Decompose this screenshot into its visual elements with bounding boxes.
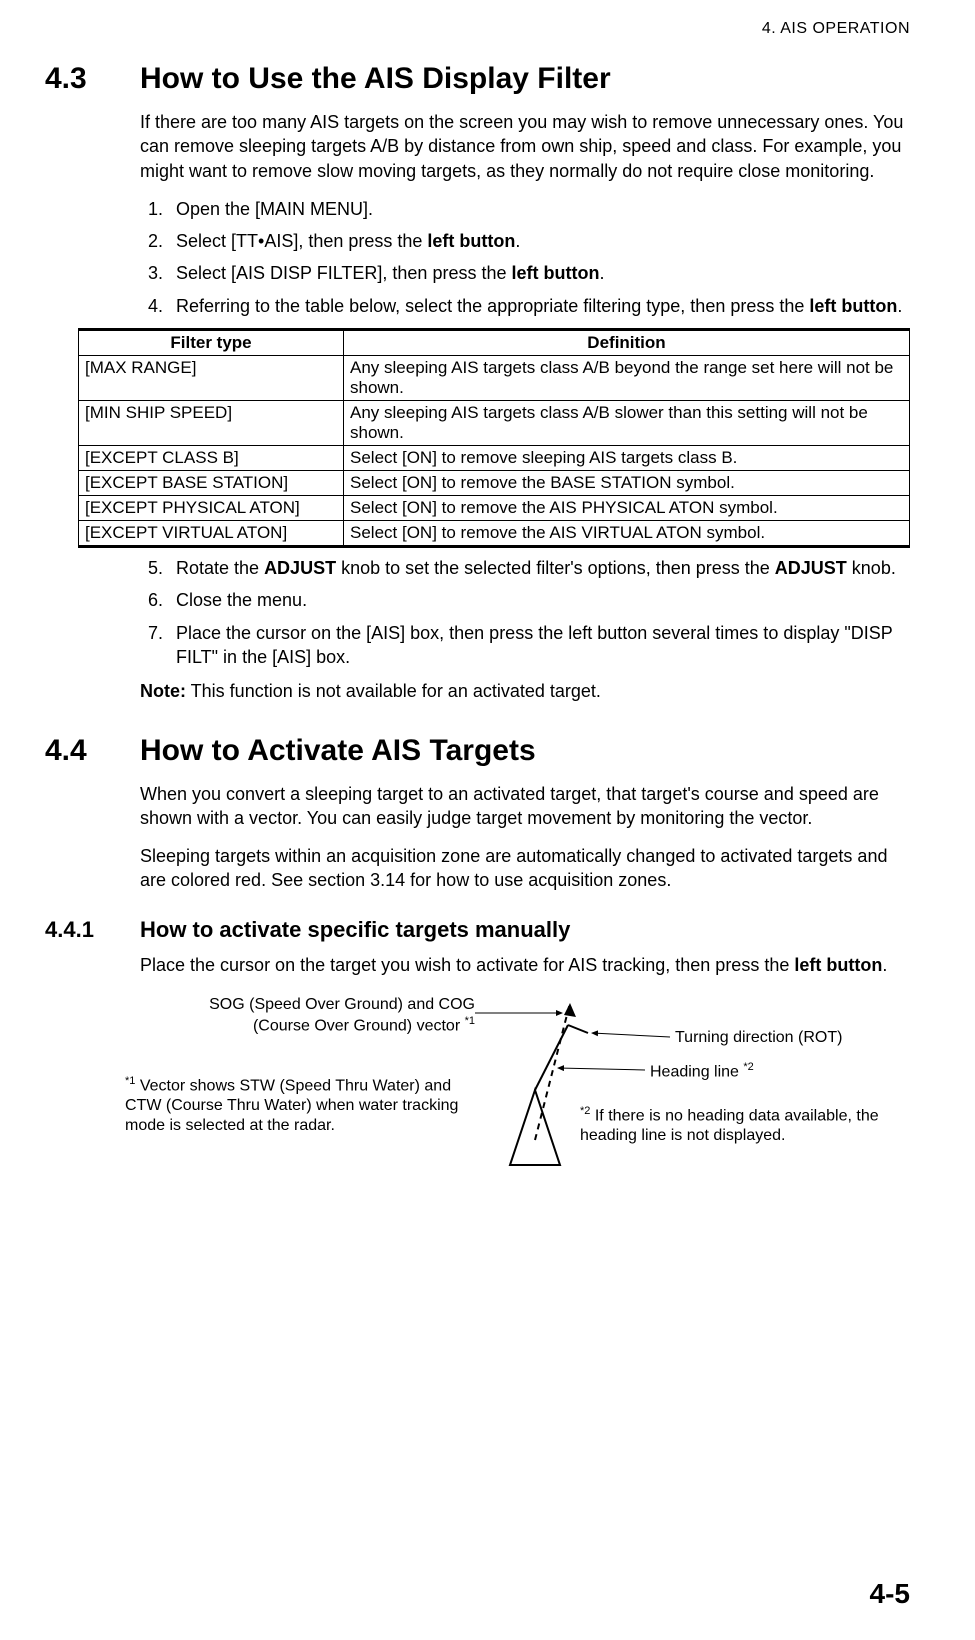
text: (Course Over Ground) vector bbox=[253, 1017, 465, 1034]
bold: ADJUST bbox=[264, 558, 336, 578]
fig-footnote-1: *1 Vector shows STW (Speed Thru Water) a… bbox=[125, 1075, 460, 1136]
note: Note: This function is not available for… bbox=[140, 679, 910, 703]
section-title: How to Activate AIS Targets bbox=[140, 734, 536, 768]
section-4-3-heading: 4.3 How to Use the AIS Display Filter bbox=[45, 62, 910, 96]
subsection-4-4-1-body: Place the cursor on the target you wish … bbox=[140, 953, 910, 1195]
cell: [EXCEPT PHYSICAL ATON] bbox=[79, 496, 344, 521]
text: Rotate the bbox=[176, 558, 264, 578]
cell: Select [ON] to remove the AIS VIRTUAL AT… bbox=[344, 521, 910, 547]
text: . bbox=[515, 231, 520, 251]
cell: [EXCEPT CLASS B] bbox=[79, 446, 344, 471]
text: Heading line bbox=[650, 1063, 743, 1080]
text: Select [TT•AIS], then press the bbox=[176, 231, 427, 251]
table-row: [EXCEPT CLASS B]Select [ON] to remove sl… bbox=[79, 446, 910, 471]
text: . bbox=[599, 263, 604, 283]
cell: [EXCEPT VIRTUAL ATON] bbox=[79, 521, 344, 547]
cell: [MIN SHIP SPEED] bbox=[79, 401, 344, 446]
subsection-title: How to activate specific targets manuall… bbox=[140, 917, 570, 943]
steps-list-contd: Rotate the ADJUST knob to set the select… bbox=[140, 556, 910, 669]
step-2: Select [TT•AIS], then press the left but… bbox=[168, 229, 910, 253]
filter-table: Filter type Definition [MAX RANGE]Any sl… bbox=[78, 328, 910, 548]
step-3: Select [AIS DISP FILTER], then press the… bbox=[168, 261, 910, 285]
cell: Select [ON] to remove the BASE STATION s… bbox=[344, 471, 910, 496]
section-number: 4.4 bbox=[45, 734, 140, 768]
section-title: How to Use the AIS Display Filter bbox=[140, 62, 611, 96]
fig-label-rot: Turning direction (ROT) bbox=[675, 1028, 842, 1048]
table-row: [MIN SHIP SPEED]Any sleeping AIS targets… bbox=[79, 401, 910, 446]
note-label: Note: bbox=[140, 681, 186, 701]
page: 4. AIS OPERATION 4.3 How to Use the AIS … bbox=[0, 0, 975, 1640]
superscript: *2 bbox=[580, 1105, 590, 1117]
table-row: [EXCEPT PHYSICAL ATON]Select [ON] to rem… bbox=[79, 496, 910, 521]
text: Vector shows STW (Speed Thru Water) and … bbox=[125, 1077, 458, 1134]
text: knob. bbox=[847, 558, 896, 578]
table-row: [EXCEPT VIRTUAL ATON]Select [ON] to remo… bbox=[79, 521, 910, 547]
text: Place the cursor on the target you wish … bbox=[140, 955, 794, 975]
text: Select [AIS DISP FILTER], then press the bbox=[176, 263, 511, 283]
section-4-4-heading: 4.4 How to Activate AIS Targets bbox=[45, 734, 910, 768]
text: SOG (Speed Over Ground) and COG bbox=[209, 996, 475, 1013]
cell: Select [ON] to remove the AIS PHYSICAL A… bbox=[344, 496, 910, 521]
table-row: [EXCEPT BASE STATION]Select [ON] to remo… bbox=[79, 471, 910, 496]
section-4-3-body: If there are too many AIS targets on the… bbox=[140, 110, 910, 704]
paragraph: Sleeping targets within an acquisition z… bbox=[140, 844, 910, 893]
running-head: 4. AIS OPERATION bbox=[45, 20, 910, 38]
step-5: Rotate the ADJUST knob to set the select… bbox=[168, 556, 910, 580]
fig-footnote-2: *2 If there is no heading data available… bbox=[580, 1105, 910, 1146]
superscript: *1 bbox=[465, 1015, 475, 1027]
superscript: *1 bbox=[125, 1075, 135, 1087]
text: . bbox=[897, 296, 902, 316]
fig-label-heading: Heading line *2 bbox=[650, 1061, 754, 1082]
table-row: [MAX RANGE]Any sleeping AIS targets clas… bbox=[79, 356, 910, 401]
table-header-row: Filter type Definition bbox=[79, 330, 910, 356]
subsection-number: 4.4.1 bbox=[45, 917, 140, 943]
step-1: Open the [MAIN MENU]. bbox=[168, 197, 910, 221]
ais-target-figure: SOG (Speed Over Ground) and COG (Course … bbox=[140, 995, 910, 1195]
bold: ADJUST bbox=[775, 558, 847, 578]
paragraph: Place the cursor on the target you wish … bbox=[140, 953, 910, 977]
page-number: 4-5 bbox=[870, 1578, 910, 1610]
subsection-4-4-1-heading: 4.4.1 How to activate specific targets m… bbox=[45, 917, 910, 943]
bold: left button bbox=[511, 263, 599, 283]
cell: Any sleeping AIS targets class A/B beyon… bbox=[344, 356, 910, 401]
paragraph: When you convert a sleeping target to an… bbox=[140, 782, 910, 831]
superscript: *2 bbox=[743, 1061, 753, 1073]
step-7: Place the cursor on the [AIS] box, then … bbox=[168, 621, 910, 670]
intro-paragraph: If there are too many AIS targets on the… bbox=[140, 110, 910, 183]
col-definition: Definition bbox=[344, 330, 910, 356]
bold: left button bbox=[794, 955, 882, 975]
fig-label-sog-cog: SOG (Speed Over Ground) and COG (Course … bbox=[175, 995, 475, 1036]
text: Referring to the table below, select the… bbox=[176, 296, 809, 316]
cell: [EXCEPT BASE STATION] bbox=[79, 471, 344, 496]
text: If there is no heading data available, t… bbox=[580, 1107, 879, 1144]
note-text: This function is not available for an ac… bbox=[186, 681, 601, 701]
cell: Any sleeping AIS targets class A/B slowe… bbox=[344, 401, 910, 446]
section-4-4-body: When you convert a sleeping target to an… bbox=[140, 782, 910, 893]
bold: left button bbox=[809, 296, 897, 316]
text: . bbox=[882, 955, 887, 975]
cell: Select [ON] to remove sleeping AIS targe… bbox=[344, 446, 910, 471]
step-6: Close the menu. bbox=[168, 588, 910, 612]
bold: left button bbox=[427, 231, 515, 251]
section-number: 4.3 bbox=[45, 62, 140, 96]
step-4: Referring to the table below, select the… bbox=[168, 294, 910, 318]
cell: [MAX RANGE] bbox=[79, 356, 344, 401]
text: knob to set the selected filter's option… bbox=[336, 558, 775, 578]
steps-list: Open the [MAIN MENU]. Select [TT•AIS], t… bbox=[140, 197, 910, 318]
col-filter-type: Filter type bbox=[79, 330, 344, 356]
